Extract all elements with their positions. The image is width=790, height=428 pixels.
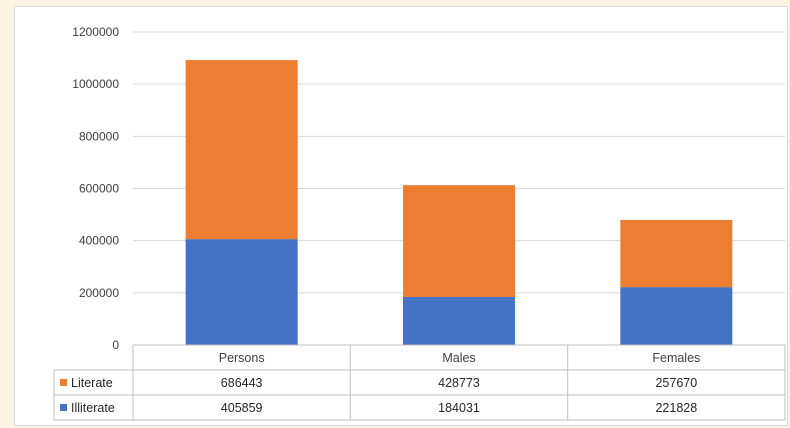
- y-tick-label: 1200000: [72, 25, 119, 39]
- data-table-cell: 405859: [221, 401, 263, 415]
- bar-literate-females: [620, 219, 733, 288]
- legend-label: Literate: [71, 376, 113, 390]
- bar-illiterate-males: [403, 296, 515, 345]
- data-table-cell: 184031: [438, 401, 480, 415]
- y-tick-label: 800000: [79, 129, 119, 143]
- legend-key-illiterate: [60, 404, 67, 411]
- bar-literate-males: [403, 185, 515, 297]
- y-tick-label: 0: [112, 338, 119, 352]
- data-table-cell: 221828: [655, 401, 697, 415]
- legend-key-literate: [60, 379, 67, 386]
- stacked-bar-chart: 0 200000 400000 600000 800000 1000000 1200000 P…: [53, 25, 786, 421]
- legend-label: Illiterate: [71, 401, 115, 415]
- bar-literate-persons: [185, 60, 298, 240]
- data-table-cell: 428773: [438, 376, 480, 390]
- y-tick-label: 600000: [79, 182, 119, 196]
- category-label: Females: [652, 351, 700, 365]
- chart-panel: 0 200000 400000 600000 800000 1000000 1200000 P…: [14, 6, 788, 426]
- y-tick-label: 1000000: [72, 77, 119, 91]
- y-tick-label: 200000: [79, 286, 119, 300]
- y-tick-label: 400000: [79, 234, 119, 248]
- data-table-cell: 257670: [655, 376, 697, 390]
- bar-illiterate-persons: [185, 239, 298, 345]
- data-table-cell: 686443: [221, 376, 263, 390]
- category-label: Males: [442, 351, 475, 365]
- bar-illiterate-females: [620, 287, 733, 345]
- category-label: Persons: [219, 351, 265, 365]
